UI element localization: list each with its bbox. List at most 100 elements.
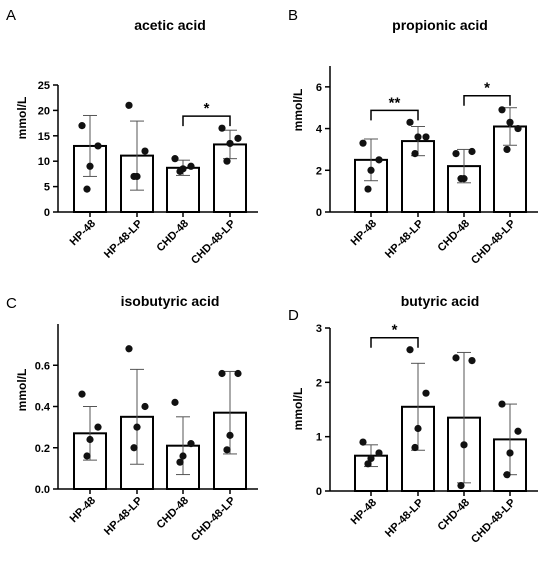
panel-b-data-point: [414, 133, 422, 141]
panel-d-data-point: [514, 427, 522, 435]
panel-a-sig-label: *: [204, 100, 210, 117]
panel-d-data-point: [457, 481, 465, 490]
panel-d-ylabel: mmol/L: [291, 388, 305, 431]
panel-d-data-point: [452, 354, 460, 362]
panel-d-sig-bracket: [370, 336, 419, 348]
panel-a-ytick-label: 20: [38, 105, 50, 117]
panel-c-data-point: [176, 458, 184, 466]
panel-d-ytick-label: 1: [316, 432, 322, 444]
panel-d-letter: D: [288, 307, 299, 324]
panel-b-data-point: [457, 175, 465, 183]
panel-a-data-point: [171, 155, 179, 163]
panel-d-data-point: [367, 454, 375, 462]
panel-a-ylabel: mmol/L: [15, 97, 29, 140]
panel-d-xtick-label: CHD-48-LP: [469, 497, 518, 546]
panel-d-data-point: [468, 357, 476, 365]
panel-b-ytick-label: 6: [316, 82, 322, 94]
panel-c-data-point: [86, 435, 94, 444]
panel-b-data-point: [367, 166, 375, 174]
panel-b-data-point: [364, 185, 372, 193]
panel-c-data-point: [218, 369, 226, 378]
panel-d-ytick-label: 2: [316, 377, 322, 389]
panel-d-data-point: [506, 449, 514, 457]
panel-c-xtick-label: CHD-48-LP: [189, 495, 238, 544]
panel-a-ytick-label: 10: [38, 156, 50, 168]
panel-a-data-point: [226, 139, 234, 148]
panel-c-xtick-label: HP-48: [68, 495, 99, 526]
panel-c-data-point: [78, 390, 86, 398]
panel-a-ytick-label: 25: [38, 80, 50, 92]
panel-c-ytick-label: 0.6: [35, 360, 50, 372]
panel-d-data-point: [364, 460, 372, 468]
panel-a-letter: A: [6, 7, 16, 24]
panel-a-data-point: [83, 185, 91, 193]
panel-a-data-point: [223, 157, 231, 165]
panel-d-ytick-label: 3: [316, 323, 322, 335]
panel-d-data-point: [375, 449, 383, 457]
panel-a-data-point: [130, 172, 138, 181]
panel-b-xtick-label: CHD-48: [436, 218, 473, 255]
panel-a-xtick-label: CHD-48: [155, 218, 192, 255]
panel-d-xtick-label: HP-48-LP: [383, 497, 426, 540]
panel-d-data-point: [498, 400, 506, 408]
panel-c-data-point: [171, 398, 179, 406]
panel-b-data-point: [503, 145, 511, 154]
panel-a-xtick-label: HP-48: [68, 218, 99, 249]
panel-c-letter: C: [6, 295, 17, 312]
panel-d-data-point: [422, 389, 430, 397]
panel-a-data-point: [176, 167, 184, 175]
panel-b-data-point: [406, 118, 414, 126]
panel-d-title: butyric acid: [401, 293, 480, 309]
panel-c-data-point: [94, 423, 102, 431]
panel-b-ytick-label: 2: [316, 165, 322, 177]
panel-b-xtick-label: CHD-48-LP: [469, 218, 518, 267]
panel-d-data-point: [503, 471, 511, 479]
panel-b-data-point: [375, 156, 383, 164]
panel-b-ytick-label: 0: [316, 207, 322, 219]
panel-a-ytick-label: 5: [44, 182, 50, 194]
panel-a-data-point: [78, 122, 86, 130]
panel-c-data-point: [130, 444, 138, 452]
panel-c-data-point: [141, 402, 149, 411]
panel-a-sig-bracket: [182, 115, 231, 127]
panel-c-data-point: [83, 452, 91, 460]
panel-d-ytick-label: 0: [316, 486, 322, 498]
panel-a-title: acetic acid: [134, 17, 206, 33]
panel-b-data-point: [452, 150, 460, 158]
panel-c-data-point: [223, 446, 231, 454]
panel-a-data-point: [218, 124, 226, 132]
panel-c-ytick-label: 0.2: [35, 443, 50, 455]
panel-d-xtick-label: CHD-48: [436, 497, 473, 534]
panel-a-data-point: [187, 162, 195, 170]
panel-b-ylabel: mmol/L: [291, 89, 305, 132]
panel-a-data-point: [94, 142, 102, 150]
panel-c-data-point: [179, 452, 187, 460]
panel-d-data-point: [406, 346, 414, 354]
panel-c-xtick-label: CHD-48: [155, 495, 192, 532]
panel-b-title: propionic acid: [392, 17, 488, 33]
panel-b-data-point: [359, 139, 367, 147]
panel-d-xtick-label: HP-48: [349, 497, 380, 528]
panel-a-ytick-label: 0: [44, 207, 50, 219]
panel-b-sig-label: *: [484, 80, 490, 97]
panel-b-xtick-label: HP-48: [349, 218, 380, 249]
panel-a-data-point: [234, 134, 242, 142]
panel-b-data-point: [422, 133, 430, 141]
panel-d-data-point: [359, 438, 367, 446]
panel-d-sig-label: *: [392, 322, 398, 339]
panel-c-ytick-label: 0.0: [35, 484, 50, 496]
panel-b-data-point: [498, 106, 506, 114]
panel-b-sig-bracket: [463, 94, 511, 106]
panel-d-data-point: [411, 443, 419, 452]
panel-d-data-point: [460, 441, 468, 449]
panel-a-data-point: [125, 101, 133, 109]
panel-c-ylabel: mmol/L: [15, 369, 29, 412]
panel-b-data-point: [506, 118, 514, 126]
panel-c-ytick-label: 0.4: [35, 402, 51, 414]
panel-c-data-point: [226, 431, 234, 439]
